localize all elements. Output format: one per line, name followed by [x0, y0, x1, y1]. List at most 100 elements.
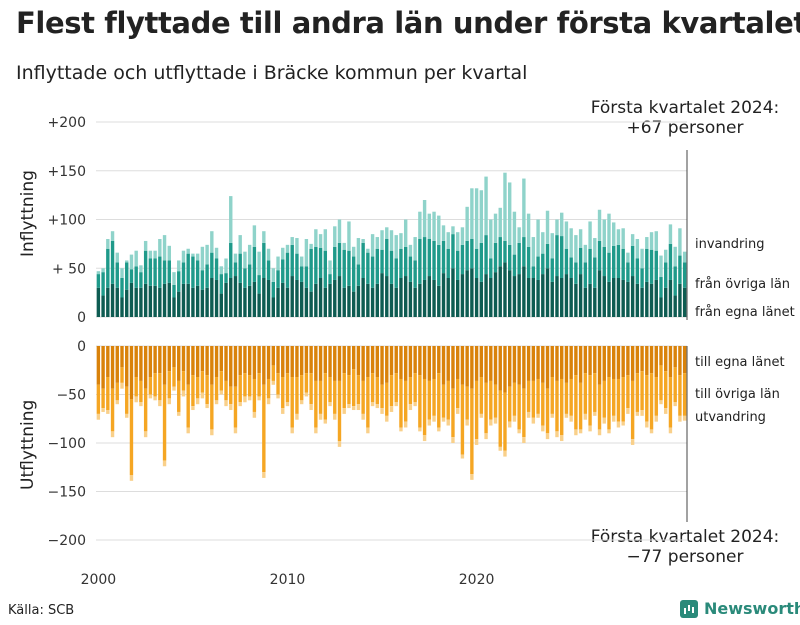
bar-out-utvandring — [229, 404, 233, 411]
bar-in-egna — [139, 287, 143, 317]
bar-out-utvandring — [422, 435, 427, 442]
bar-in-egna — [664, 287, 668, 317]
bar-out-egna — [484, 346, 488, 383]
bar-in-egna — [635, 283, 640, 317]
bar-in-egna — [526, 278, 531, 317]
bar-out-utvandring — [616, 421, 621, 428]
bar-out-egna — [177, 346, 181, 381]
bar-out-egna — [238, 346, 242, 376]
bar-out-utvandring — [588, 425, 592, 432]
bar-out-egna — [550, 346, 554, 378]
y-tick-label-top: +200 — [48, 115, 86, 131]
bar-in-invandring — [659, 255, 663, 278]
bar-out-egna — [583, 346, 588, 374]
bar-out-ovriga — [522, 388, 526, 438]
bar-out-egna — [437, 346, 441, 374]
bar-in-ovriga — [380, 249, 384, 274]
bar-in-egna — [654, 279, 658, 317]
bar-in-invandring — [380, 230, 384, 250]
bar-in-ovriga — [148, 258, 153, 286]
bar-in-ovriga — [668, 243, 673, 280]
bar-in-ovriga — [489, 258, 493, 278]
bar-in-egna — [266, 279, 271, 317]
bar-out-egna — [299, 346, 304, 376]
bar-out-ovriga — [262, 384, 266, 473]
bar-out-utvandring — [314, 427, 318, 434]
bar-in-egna — [153, 285, 157, 317]
bar-out-utvandring — [541, 425, 545, 432]
bar-in-ovriga — [654, 250, 658, 280]
bar-in-ovriga — [266, 260, 271, 280]
bar-in-invandring — [626, 252, 630, 263]
bar-in-invandring — [257, 251, 261, 276]
bar-in-ovriga — [281, 259, 285, 283]
bar-in-ovriga — [125, 262, 129, 290]
bar-out-ovriga — [560, 378, 564, 436]
bar-out-ovriga — [607, 377, 611, 430]
bar-out-utvandring — [470, 474, 474, 480]
bar-in-ovriga — [337, 242, 342, 277]
bar-in-ovriga — [295, 253, 299, 280]
bar-in-invandring — [630, 234, 635, 246]
chart-title: Flest flyttade till andra län under förs… — [16, 6, 800, 40]
bar-in-ovriga — [635, 258, 640, 284]
bar-out-ovriga — [134, 377, 138, 397]
bar-out-utvandring — [380, 408, 384, 414]
bar-in-egna — [181, 283, 186, 317]
bar-in-ovriga — [191, 256, 195, 288]
bar-in-invandring — [578, 229, 583, 248]
bar-in-ovriga — [214, 258, 219, 280]
annotation-utflyttning-line2: −77 personer — [626, 547, 744, 567]
bar-in-ovriga — [583, 262, 588, 288]
bar-out-ovriga — [451, 388, 455, 438]
bar-out-ovriga — [673, 367, 677, 403]
bar-in-ovriga — [479, 242, 484, 282]
bar-out-ovriga — [299, 375, 304, 401]
bar-out-egna — [281, 346, 285, 378]
bar-out-egna — [493, 346, 498, 385]
bar-out-utvandring — [101, 408, 105, 412]
bar-in-egna — [612, 278, 616, 317]
bar-in-egna — [143, 283, 148, 317]
bar-in-invandring — [403, 219, 408, 247]
bar-in-invandring — [451, 226, 455, 235]
bar-out-ovriga — [177, 380, 181, 412]
bar-out-egna — [323, 346, 328, 374]
bar-out-egna — [621, 346, 625, 378]
source-note: Källa: SCB — [8, 603, 75, 618]
bar-out-utvandring — [347, 404, 351, 409]
bar-in-egna — [186, 283, 190, 317]
bar-out-utvandring — [394, 402, 398, 407]
bar-in-egna — [536, 279, 540, 317]
bar-in-egna — [531, 278, 536, 317]
y-tick-label-bottom: −200 — [48, 533, 86, 549]
bar-out-ovriga — [181, 371, 186, 391]
bar-out-utvandring — [238, 402, 242, 407]
bar-out-egna — [304, 346, 309, 374]
bar-out-utvandring — [621, 421, 625, 426]
bar-in-egna — [389, 283, 394, 317]
bar-in-egna — [134, 287, 138, 317]
bar-in-invandring — [484, 176, 488, 236]
y-tick-label-top: 0 — [77, 310, 86, 326]
bar-out-egna — [541, 346, 545, 383]
bar-in-ovriga — [243, 268, 247, 288]
bar-in-invandring — [271, 268, 275, 282]
bar-out-ovriga — [432, 378, 436, 416]
bar-out-utvandring — [678, 415, 682, 422]
bar-in-egna — [621, 279, 625, 317]
bar-in-invandring — [479, 190, 484, 243]
bar-out-egna — [574, 346, 578, 376]
bar-in-ovriga — [569, 257, 573, 278]
bar-out-utvandring — [569, 415, 573, 422]
bar-out-ovriga — [290, 377, 294, 428]
bar-out-egna — [101, 346, 105, 389]
bar-out-ovriga — [200, 371, 205, 393]
bar-out-ovriga — [503, 392, 507, 451]
bar-in-egna — [630, 276, 635, 317]
bar-in-ovriga — [422, 237, 427, 280]
bar-out-ovriga — [139, 380, 143, 403]
bar-in-ovriga — [399, 248, 403, 278]
bar-out-ovriga — [626, 375, 630, 409]
bar-in-invandring — [129, 254, 134, 270]
